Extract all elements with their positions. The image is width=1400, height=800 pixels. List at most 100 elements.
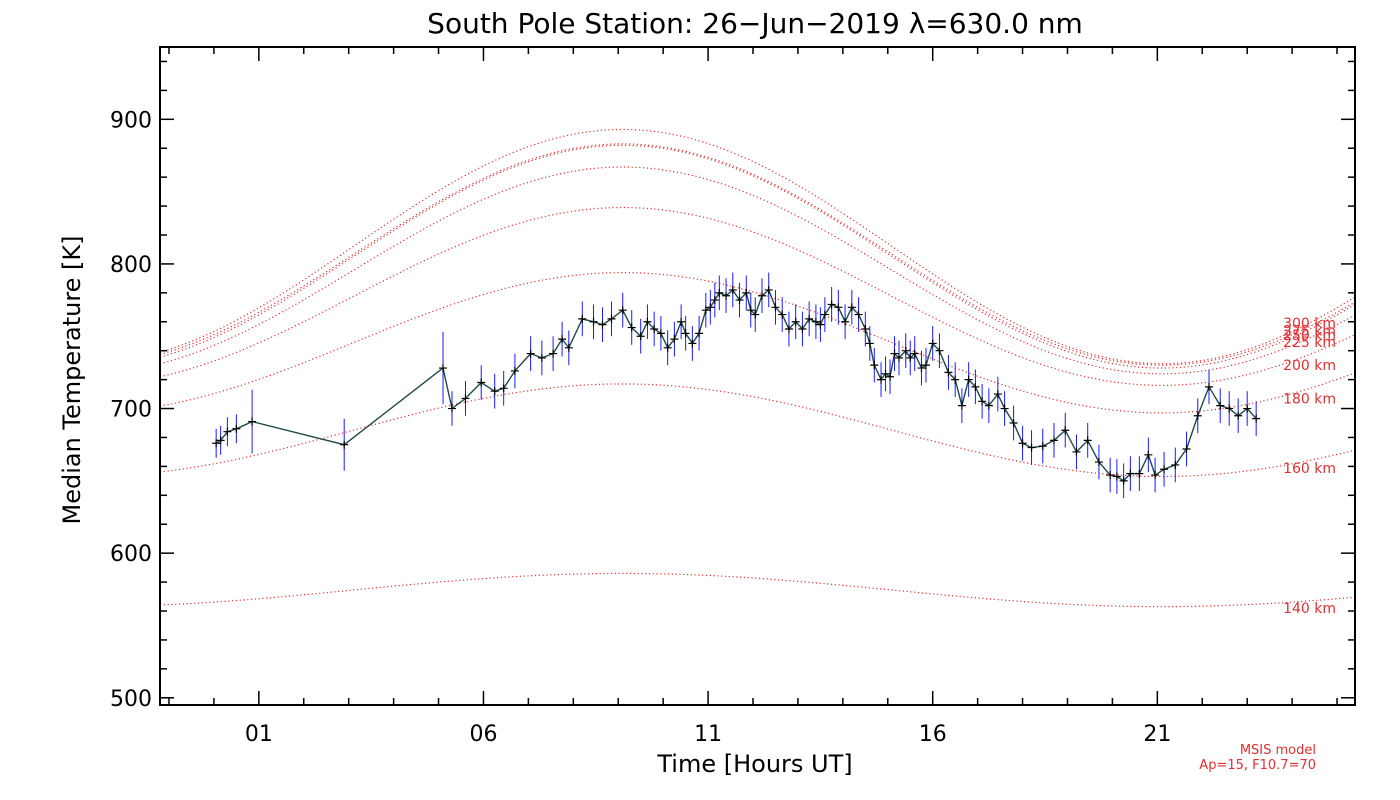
data-point	[1027, 443, 1036, 452]
data-point	[1061, 426, 1070, 435]
data-point	[778, 310, 787, 319]
data-point	[1126, 469, 1135, 478]
data-point	[1182, 445, 1191, 454]
data-point	[722, 291, 731, 300]
data-point	[841, 317, 850, 326]
data-point	[526, 349, 535, 358]
data-point	[537, 353, 546, 362]
data-point	[701, 306, 710, 315]
data-point	[921, 361, 930, 370]
data-point	[232, 424, 241, 433]
data-point	[1204, 382, 1213, 391]
data-point	[827, 300, 836, 309]
x-axis-label: Time [Hours UT]	[656, 750, 852, 778]
data-point	[1000, 404, 1009, 413]
observation-series	[212, 0, 1261, 499]
data-point	[1135, 469, 1144, 478]
data-point	[627, 323, 636, 332]
model-label-275-km: 275 km	[1283, 323, 1336, 339]
x-tick-label: 11	[694, 722, 722, 747]
data-point	[1094, 458, 1103, 467]
data-point	[499, 384, 508, 393]
data-point	[706, 303, 715, 312]
data-point	[951, 375, 960, 384]
data-point	[1009, 419, 1018, 427]
model-curve-140-km	[159, 572, 1356, 608]
data-point	[984, 401, 993, 410]
data-point	[957, 401, 966, 410]
x-tick-label: 06	[469, 722, 497, 747]
data-point	[895, 353, 904, 362]
data-point	[764, 285, 773, 294]
data-point	[1171, 460, 1180, 469]
data-point	[670, 335, 679, 344]
model-curve-300-km	[159, 128, 1356, 365]
data-point	[917, 364, 926, 373]
data-point	[935, 346, 944, 355]
data-point	[805, 314, 814, 323]
data-point	[993, 390, 1002, 399]
data-point	[1160, 465, 1169, 474]
data-point	[1252, 414, 1261, 423]
model-label-225-km: 225 km	[1283, 335, 1336, 351]
data-point	[906, 353, 915, 362]
model-curve-180-km	[159, 272, 1356, 414]
data-point	[643, 317, 652, 326]
y-axis-label: Median Temperature [K]	[58, 235, 86, 524]
data-point	[978, 397, 987, 406]
data-point	[816, 320, 825, 329]
data-point	[1112, 472, 1121, 481]
data-point	[490, 387, 499, 396]
data-point	[1193, 411, 1202, 420]
data-point	[746, 306, 755, 315]
model-label-140-km: 140 km	[1283, 601, 1336, 617]
model-curve-160-km	[159, 383, 1356, 478]
data-point	[439, 364, 448, 373]
chart-title: South Pole Station: 26−Jun−2019 λ=630.0 …	[427, 7, 1083, 40]
data-point	[1144, 450, 1153, 459]
model-label-250-km: 250 km	[1283, 328, 1336, 344]
model-curve-225-km	[159, 166, 1356, 375]
data-point	[1050, 436, 1058, 445]
data-point	[677, 317, 686, 326]
model-curve-200-km	[159, 206, 1356, 386]
data-point	[890, 349, 899, 358]
data-point	[886, 372, 895, 381]
data-point	[811, 317, 820, 326]
data-point	[578, 314, 587, 323]
y-tick-label: 800	[110, 253, 152, 278]
data-point	[607, 314, 616, 323]
model-note-line-1: MSIS model	[1240, 743, 1316, 758]
model-curve-275-km	[159, 143, 1356, 366]
data-point	[710, 296, 719, 305]
data-point	[861, 325, 870, 333]
y-tick-label: 600	[110, 542, 152, 567]
y-tick-label: 700	[110, 398, 152, 423]
data-point	[650, 325, 659, 333]
data-point	[1083, 436, 1092, 445]
data-point	[636, 332, 645, 341]
data-point	[1119, 476, 1128, 485]
data-point	[1151, 471, 1160, 480]
data-point	[877, 375, 886, 384]
data-point	[618, 306, 627, 315]
data-point	[1018, 439, 1027, 448]
data-point	[510, 366, 519, 375]
data-point	[212, 439, 221, 448]
data-point	[656, 329, 665, 338]
data-point	[757, 291, 766, 300]
data-point	[448, 404, 457, 413]
data-point	[589, 317, 598, 326]
model-label-300-km: 300 km	[1283, 316, 1336, 332]
data-point	[1106, 471, 1115, 480]
data-point	[751, 310, 760, 319]
data-point	[663, 343, 672, 352]
data-point	[564, 343, 573, 352]
data-point	[598, 320, 607, 329]
data-point	[695, 329, 704, 338]
data-point	[549, 349, 558, 358]
x-tick-label: 16	[919, 722, 947, 747]
data-point	[715, 288, 724, 297]
